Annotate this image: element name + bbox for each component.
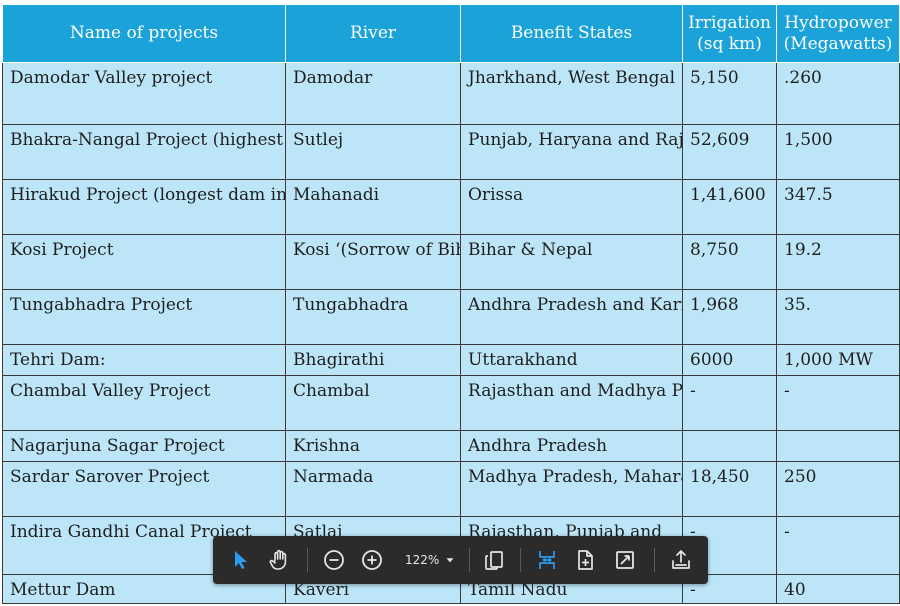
select-arrow-icon[interactable] xyxy=(227,546,255,574)
cell-irrigation: 8,750 xyxy=(682,234,777,290)
cell-irrigation: - xyxy=(682,375,777,431)
cell-irrigation: 6000 xyxy=(682,344,777,376)
cell-project: Bhakra-Nangal Project (highest gravity d… xyxy=(2,124,286,180)
cell-project: Hirakud Project (longest dam in the worl… xyxy=(2,179,286,235)
cell-project: Kosi Project xyxy=(2,234,286,290)
header-benefit-states: Benefit States xyxy=(460,4,683,63)
cell-states: Madhya Pradesh, Maharashtra, Rajasthan xyxy=(460,461,683,517)
table-row: Nagarjuna Sagar Project Krishna Andhra P… xyxy=(2,430,900,462)
cell-irrigation: 5,150 xyxy=(682,62,777,125)
cell-irrigation: 1,41,600 xyxy=(682,179,777,235)
cell-irrigation: 18,450 xyxy=(682,461,777,517)
cell-hydropower: 19.2 xyxy=(776,234,900,290)
toolbar-divider xyxy=(520,548,521,572)
cell-hydropower: 347.5 xyxy=(776,179,900,235)
projects-table: Name of projects River Benefit States Ir… xyxy=(2,4,900,604)
cell-states: Punjab, Haryana and Rajasthan xyxy=(460,124,683,180)
cell-hydropower: 1,500 xyxy=(776,124,900,180)
cell-river: Kosi ‘(Sorrow of Bihar’.) xyxy=(285,234,461,290)
table-row: Hirakud Project (longest dam in the worl… xyxy=(2,179,900,235)
cell-hydropower: 1,000 MW xyxy=(776,344,900,376)
table-row: Damodar Valley project Damodar Jharkhand… xyxy=(2,62,900,125)
table-row: Tehri Dam: Bhagirathi Uttarakhand 6000 1… xyxy=(2,344,900,376)
cell-project: Chambal Valley Project xyxy=(2,375,286,431)
cell-irrigation: 1,968 xyxy=(682,289,777,345)
zoom-in-icon[interactable] xyxy=(358,546,386,574)
table-row: Bhakra-Nangal Project (highest gravity d… xyxy=(2,124,900,180)
cell-irrigation xyxy=(682,430,777,462)
cell-states: Orissa xyxy=(460,179,683,235)
cell-river: Bhagirathi xyxy=(285,344,461,376)
cell-river: Mahanadi xyxy=(285,179,461,235)
cell-states: Jharkhand, West Bengal xyxy=(460,62,683,125)
table-row: Chambal Valley Project Chambal Rajasthan… xyxy=(2,375,900,431)
fit-page-icon[interactable] xyxy=(571,546,599,574)
table-row: Mettur Dam Kaveri Tamil Nadu - 40 xyxy=(2,574,900,604)
zoom-level[interactable]: 122% xyxy=(405,553,440,567)
cell-project: Damodar Valley project xyxy=(2,62,286,125)
cell-hydropower: - xyxy=(776,375,900,431)
cell-hydropower: 250 xyxy=(776,461,900,517)
cell-hydropower: 35. xyxy=(776,289,900,345)
cell-project: Tehri Dam: xyxy=(2,344,286,376)
cell-hydropower: 40 xyxy=(776,574,900,604)
cell-hydropower: .260 xyxy=(776,62,900,125)
cell-states: Uttarakhand xyxy=(460,344,683,376)
cell-states: Bihar & Nepal xyxy=(460,234,683,290)
table-row: Tungabhadra Project Tungabhadra Andhra P… xyxy=(2,289,900,345)
cell-river: Tungabhadra xyxy=(285,289,461,345)
cell-river: Chambal xyxy=(285,375,461,431)
table-row: Kosi Project Kosi ‘(Sorrow of Bihar’.) B… xyxy=(2,234,900,290)
table-row: Sardar Sarover Project Narmada Madhya Pr… xyxy=(2,461,900,517)
cell-river: Sutlej xyxy=(285,124,461,180)
cell-project: Nagarjuna Sagar Project xyxy=(2,430,286,462)
header-name: Name of projects xyxy=(2,4,286,63)
cell-river: Damodar xyxy=(285,62,461,125)
zoom-dropdown-icon[interactable] xyxy=(440,546,460,574)
cell-states: Rajasthan and Madhya Pradesh xyxy=(460,375,683,431)
cell-project: Tungabhadra Project xyxy=(2,289,286,345)
table-header-row: Name of projects River Benefit States Ir… xyxy=(2,4,900,63)
toolbar-divider xyxy=(654,548,655,572)
cell-project: Sardar Sarover Project xyxy=(2,461,286,517)
zoom-out-icon[interactable] xyxy=(320,546,348,574)
cell-river: Narmada xyxy=(285,461,461,517)
toolbar-divider xyxy=(307,548,308,572)
cell-irrigation: 52,609 xyxy=(682,124,777,180)
fullscreen-icon[interactable] xyxy=(611,546,639,574)
cell-hydropower: - xyxy=(776,516,900,575)
hand-tool-icon[interactable] xyxy=(265,546,293,574)
copy-pages-icon[interactable] xyxy=(480,546,508,574)
cell-states: Andhra Pradesh and Karnataka xyxy=(460,289,683,345)
header-hydropower: Hydropower (Megawatts) xyxy=(776,4,900,63)
cell-states: Andhra Pradesh xyxy=(460,430,683,462)
header-irrigation: Irrigation (sq km) xyxy=(682,4,777,63)
toolbar-divider xyxy=(469,548,470,572)
header-river: River xyxy=(285,4,461,63)
cell-river: Krishna xyxy=(285,430,461,462)
fit-width-icon[interactable] xyxy=(533,546,561,574)
cell-hydropower xyxy=(776,430,900,462)
share-upload-icon[interactable] xyxy=(667,546,695,574)
pdf-viewer-toolbar: 122% xyxy=(213,536,708,584)
